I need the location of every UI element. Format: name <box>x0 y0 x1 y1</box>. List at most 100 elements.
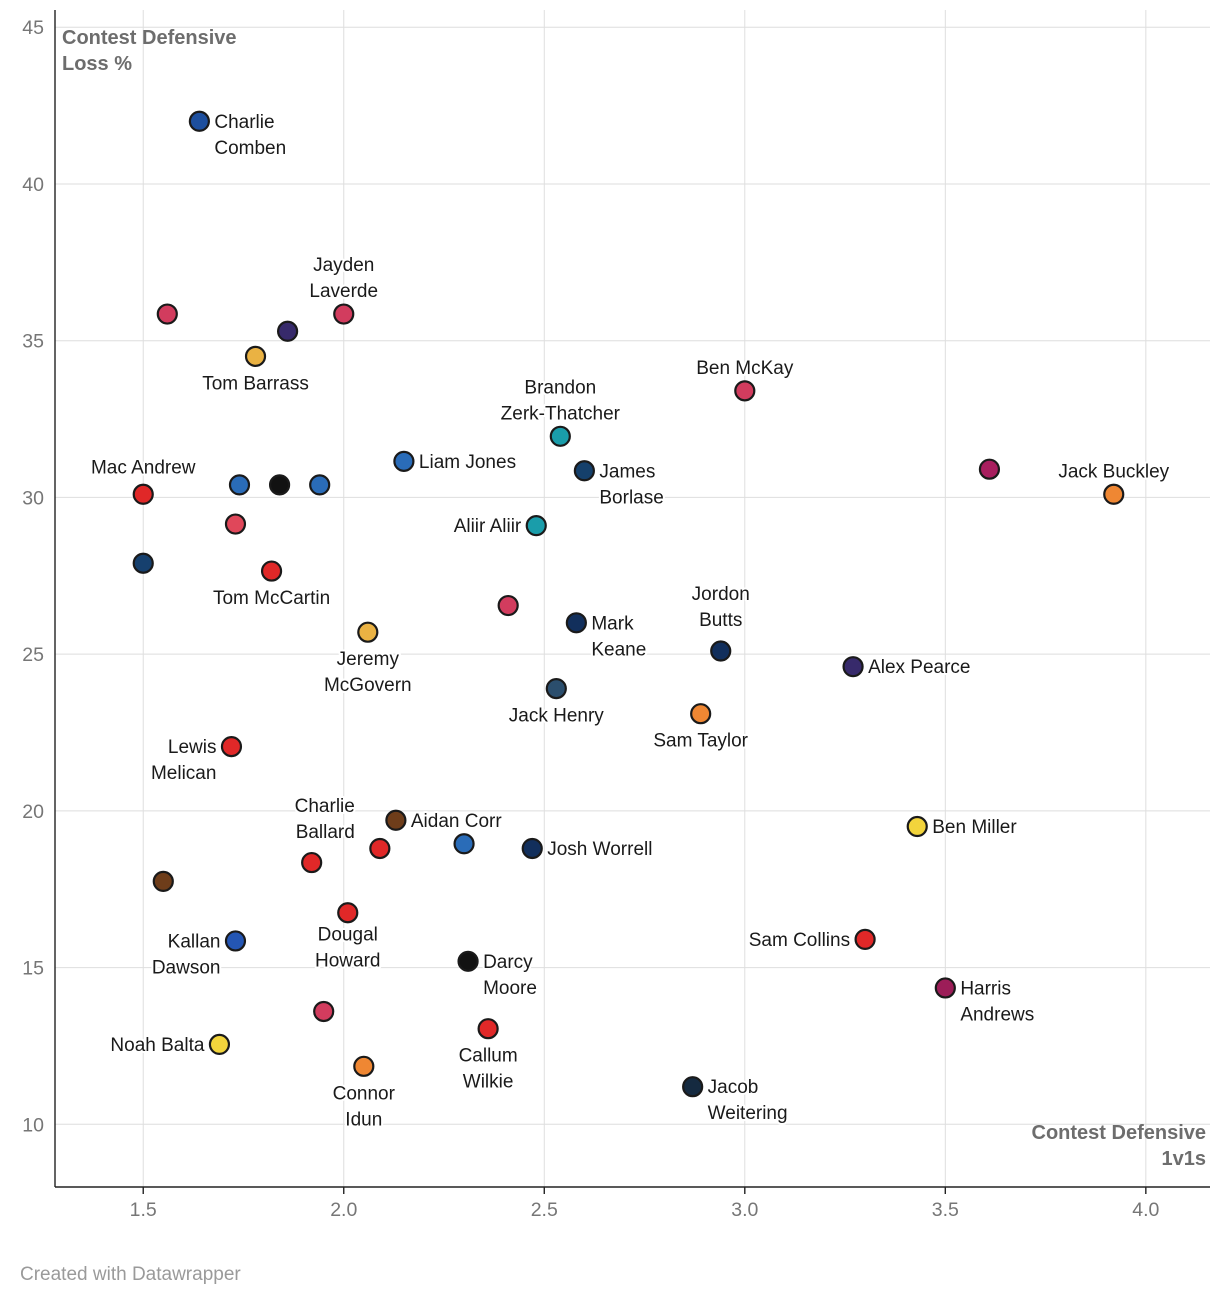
point-lewis-melican[interactable] <box>220 736 243 758</box>
attribution: Created with Datawrapper <box>20 1264 241 1286</box>
point-label: Comben <box>214 138 286 159</box>
point-unlabeled[interactable] <box>313 1000 335 1023</box>
y-axis-title: Loss % <box>62 53 132 75</box>
point-jacob-weitering[interactable] <box>682 1076 704 1098</box>
point-label: Butts <box>699 610 742 631</box>
point-sam-taylor[interactable] <box>690 703 712 725</box>
point-label: Idun <box>345 1109 382 1130</box>
point-unlabeled[interactable] <box>277 320 299 342</box>
point-darcy-moore[interactable] <box>457 950 479 972</box>
point-aidan-corr[interactable] <box>385 809 407 831</box>
point-label: Laverde <box>309 281 378 302</box>
point-label: Jack Henry <box>509 706 605 727</box>
y-tick-label: 30 <box>22 487 44 509</box>
point-label: Jordon <box>692 584 750 605</box>
point-label: Charlie <box>214 112 274 133</box>
point-unlabeled[interactable] <box>156 303 178 325</box>
point-unlabeled[interactable] <box>497 594 519 617</box>
point-noah-balta[interactable] <box>208 1033 231 1055</box>
point-unlabeled[interactable] <box>301 851 323 874</box>
point-label: Darcy <box>483 952 533 973</box>
point-mac-andrew[interactable] <box>132 483 154 505</box>
point-jordon-butts[interactable] <box>710 640 732 662</box>
point-label: Mark <box>591 613 634 634</box>
point-label: Melican <box>151 763 216 784</box>
point-harris-andrews[interactable] <box>934 977 956 999</box>
y-tick-label: 45 <box>22 17 44 39</box>
point-label: Tom Barrass <box>202 373 309 394</box>
point-label: Sam Taylor <box>653 731 748 752</box>
point-label: Brandon <box>524 377 596 398</box>
point-unlabeled[interactable] <box>132 552 154 574</box>
point-unlabeled[interactable] <box>224 513 247 535</box>
point-label: McGovern <box>324 675 412 696</box>
datawrapper-credit-link[interactable]: Created with Datawrapper <box>20 1264 241 1285</box>
y-tick-label: 10 <box>22 1114 44 1136</box>
point-label: Dougal <box>318 925 378 946</box>
point-label: Aliir Aliir <box>454 516 522 537</box>
point-unlabeled[interactable] <box>268 474 291 496</box>
y-tick-label: 20 <box>22 801 44 823</box>
point-label: Mac Andrew <box>91 457 196 478</box>
point-unlabeled[interactable] <box>152 870 174 892</box>
x-axis-title: Contest Defensive <box>1032 1122 1207 1144</box>
point-label: Ben Miller <box>932 817 1017 838</box>
point-label: Ballard <box>296 822 355 843</box>
point-label: Sam Collins <box>749 930 850 951</box>
point-label: Dawson <box>152 957 221 978</box>
y-tick-label: 15 <box>22 958 44 980</box>
point-unlabeled[interactable] <box>453 833 475 855</box>
point-label: Callum <box>459 1046 518 1067</box>
point-label: Lewis <box>168 737 217 758</box>
point-jack-henry[interactable] <box>545 678 567 700</box>
point-mark-keane[interactable] <box>565 612 587 634</box>
point-unlabeled[interactable] <box>309 474 331 496</box>
point-tom-mccartin[interactable] <box>260 560 283 582</box>
y-tick-label: 35 <box>22 331 44 353</box>
point-label: Harris <box>960 978 1011 999</box>
point-liam-jones[interactable] <box>393 450 415 472</box>
point-jayden-laverde[interactable] <box>333 303 355 325</box>
y-tick-label: 40 <box>22 174 44 196</box>
point-label: Jeremy <box>337 649 400 670</box>
point-label: Jacob <box>708 1077 759 1098</box>
x-tick-label: 2.0 <box>330 1199 357 1221</box>
point-jeremy-mcgovern[interactable] <box>357 621 379 643</box>
point-label: James <box>599 461 655 482</box>
point-tom-barrass[interactable] <box>244 345 267 367</box>
point-kallan-dawson[interactable] <box>224 930 247 952</box>
point-label: Zerk-Thatcher <box>501 403 621 424</box>
x-tick-label: 4.0 <box>1132 1199 1159 1221</box>
point-brandon-zerk-thatcher[interactable] <box>549 425 571 447</box>
point-label: Kallan <box>168 931 221 952</box>
point-unlabeled[interactable] <box>978 458 1001 480</box>
point-charlie-comben[interactable] <box>188 110 210 132</box>
point-label: Jayden <box>313 255 374 276</box>
point-connor-idun[interactable] <box>353 1055 375 1077</box>
point-jack-buckley[interactable] <box>1103 483 1125 505</box>
point-label: Connor <box>333 1083 396 1104</box>
point-label: Wilkie <box>463 1072 514 1093</box>
point-label: Moore <box>483 978 537 999</box>
point-label: Josh Worrell <box>547 839 652 860</box>
point-ben-miller[interactable] <box>906 815 928 838</box>
point-aliir-aliir[interactable] <box>525 515 547 537</box>
point-charlie-ballard[interactable] <box>369 837 391 860</box>
y-axis-title: Contest Defensive <box>62 27 237 49</box>
point-ben-mckay[interactable] <box>734 380 756 402</box>
x-axis-title: 1v1s <box>1162 1148 1207 1170</box>
point-unlabeled[interactable] <box>228 474 251 496</box>
point-james-borlase[interactable] <box>573 460 595 482</box>
point-label: Andrews <box>960 1004 1034 1025</box>
point-josh-worrell[interactable] <box>521 837 543 860</box>
point-alex-pearce[interactable] <box>842 656 864 678</box>
point-label: Charlie <box>295 796 355 817</box>
scatter-chart: 1.5 2.0 2.5 3.0 3.5 4.0 10 15 20 25 30 35 40 45 Contes… <box>22 10 1210 1221</box>
y-tick-label: 25 <box>22 644 44 666</box>
point-sam-collins[interactable] <box>854 928 876 950</box>
point-dougal-howard[interactable] <box>337 902 359 924</box>
point-label: Borlase <box>599 487 663 508</box>
point-label: Weitering <box>708 1103 788 1124</box>
point-callum-wilkie[interactable] <box>477 1018 499 1040</box>
point-label: Liam Jones <box>419 452 516 473</box>
